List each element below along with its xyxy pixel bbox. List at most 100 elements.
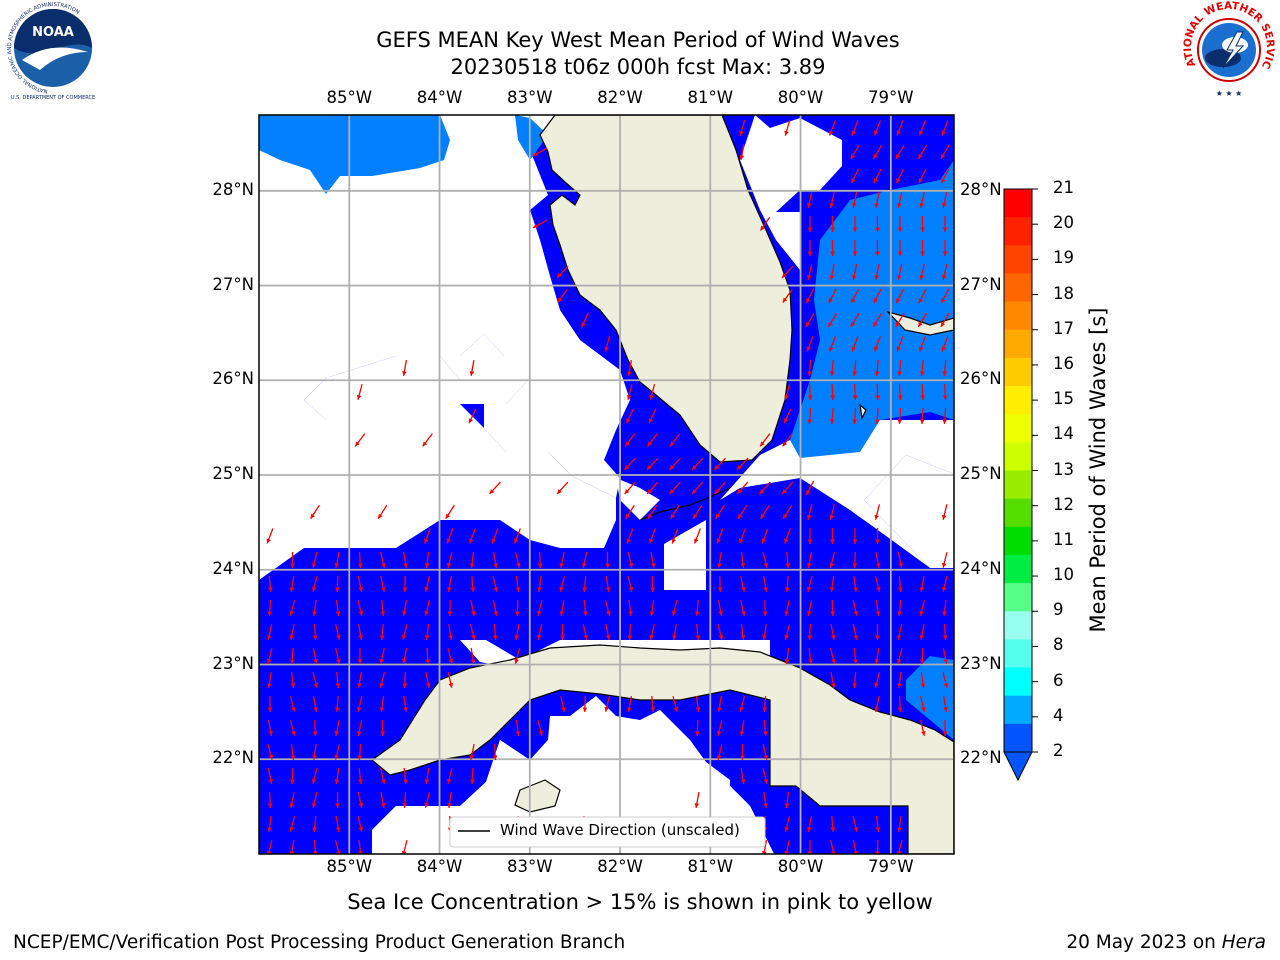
wave-arrow [627, 623, 633, 641]
wave-arrow [289, 576, 295, 592]
wave-arrow [717, 551, 722, 569]
wave-arrow [334, 552, 340, 568]
colorbar-tick-label: 18 [1053, 283, 1074, 303]
wave-arrow [492, 743, 498, 761]
colorbar-tick-label: 19 [1053, 248, 1074, 268]
wave-arrow [781, 265, 794, 279]
wave-arrow [401, 840, 408, 854]
wave-arrow [532, 219, 548, 229]
wave-arrow [762, 552, 769, 568]
wave-arrow [807, 816, 813, 832]
wave-arrow [739, 696, 746, 712]
wave-arrow [852, 407, 858, 425]
wave-arrow [694, 599, 700, 617]
wave-arrow [919, 192, 925, 208]
footer-right: 20 May 2023 on Hera [1066, 932, 1266, 953]
wave-arrow [896, 840, 903, 854]
wave-arrow [897, 264, 903, 280]
wave-arrow [759, 433, 771, 447]
wave-arrow [873, 168, 882, 184]
wave-arrow [447, 672, 453, 688]
wave-arrow [897, 815, 902, 833]
wave-arrow [536, 624, 543, 640]
wave-arrow [470, 575, 476, 593]
wave-arrow [402, 360, 408, 376]
wave-arrow [942, 599, 947, 617]
wave-arrow [583, 599, 588, 617]
wave-arrow [875, 215, 880, 233]
wave-arrow [672, 623, 677, 641]
wave-arrow [895, 144, 905, 160]
wave-arrow [695, 719, 700, 737]
wave-arrow [918, 168, 927, 184]
lat-label-left: 24°N [212, 558, 254, 578]
wave-arrow [491, 528, 499, 544]
wave-arrow [898, 575, 903, 593]
wave-arrow [942, 623, 948, 641]
wave-arrow [762, 599, 768, 617]
wave-arrow [896, 648, 903, 664]
lat-label-right: 25°N [960, 464, 1002, 484]
wave-arrow [649, 384, 656, 400]
wave-arrow [556, 481, 569, 495]
wave-arrow [624, 433, 636, 447]
wave-arrow [310, 504, 320, 520]
wave-arrow [852, 383, 858, 401]
wave-arrow [852, 624, 859, 640]
wave-arrow [897, 552, 903, 568]
wave-arrow [267, 671, 272, 689]
wave-arrow [582, 695, 588, 713]
wave-arrow [897, 192, 903, 208]
wave-arrow [874, 359, 880, 377]
wave-arrow [807, 527, 813, 545]
wave-arrow [942, 359, 947, 377]
wave-arrow [267, 815, 272, 833]
wave-arrow [895, 288, 905, 304]
wave-arrow [827, 312, 838, 328]
wave-arrow [897, 695, 903, 713]
wave-arrow [447, 648, 454, 664]
wave-arrow [920, 215, 925, 233]
wave-arrow [402, 648, 408, 664]
wave-arrow [807, 623, 813, 641]
wave-arrow [334, 744, 341, 760]
wave-arrow [335, 671, 341, 689]
wave-arrow [917, 312, 928, 328]
wave-arrow [874, 696, 880, 712]
wave-arrow [604, 600, 611, 616]
wave-arrow [290, 671, 296, 689]
wave-arrow [762, 768, 769, 784]
no-data-gulf-2 [460, 334, 530, 404]
lon-label-top: 85°W [326, 88, 373, 107]
wave-arrow [852, 551, 858, 569]
lon-label-top: 82°W [597, 88, 643, 107]
wave-arrow [470, 647, 476, 665]
wave-arrow [942, 719, 948, 737]
lat-label-left: 27°N [212, 274, 254, 294]
wave-arrow [312, 672, 319, 688]
wave-arrow [648, 408, 657, 424]
wave-arrow [920, 647, 925, 665]
wave-arrow [784, 816, 791, 832]
wave-arrow [380, 599, 386, 617]
wave-arrow [875, 552, 881, 568]
wave-arrow [403, 551, 408, 569]
wave-arrow [379, 623, 385, 641]
wave-arrow [692, 504, 703, 520]
lon-label-top: 80°W [777, 88, 824, 107]
wave-arrow [646, 457, 659, 471]
wave-arrow [379, 672, 386, 688]
wave-arrow [941, 552, 948, 568]
wave-arrow [669, 433, 681, 447]
wave-arrow [740, 768, 746, 784]
wave-arrow [425, 647, 430, 665]
wave-arrow [872, 144, 883, 160]
wave-arrow [941, 576, 948, 592]
wave-arrow [762, 576, 768, 592]
wave-arrow [267, 624, 273, 640]
wave-arrow [694, 528, 701, 544]
wave-arrow [830, 840, 836, 854]
wave-arrow [290, 743, 296, 761]
wave-arrow [424, 623, 430, 641]
wave-arrow [694, 792, 700, 808]
